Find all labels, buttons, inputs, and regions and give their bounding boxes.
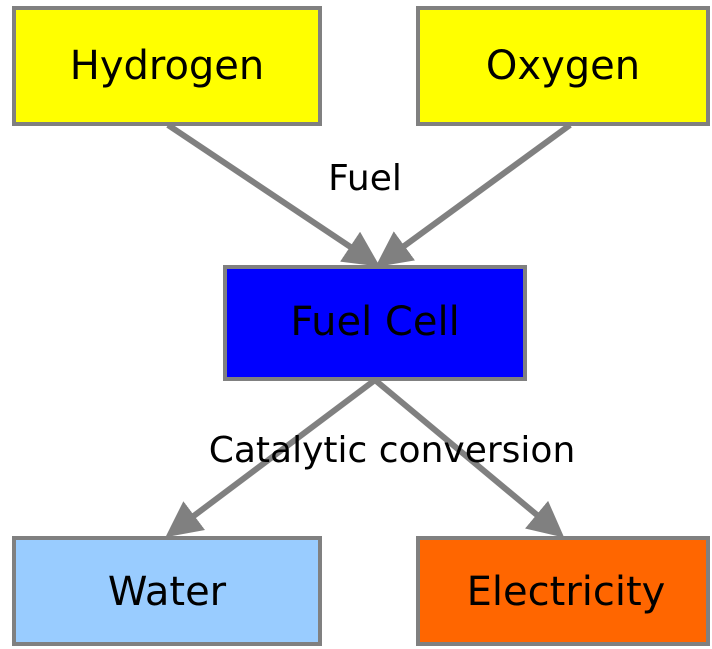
node-label: Water xyxy=(108,569,227,615)
node-box xyxy=(12,6,322,126)
node-label: Fuel Cell xyxy=(290,299,459,345)
node-box xyxy=(416,536,710,646)
node-label: Hydrogen xyxy=(70,43,265,89)
arrow xyxy=(373,377,565,538)
node-label: Oxygen xyxy=(486,43,640,89)
node-label: Electricity xyxy=(467,569,666,615)
node-box xyxy=(12,536,322,646)
edge-label: Catalytic conversion xyxy=(209,430,576,471)
arrow xyxy=(166,122,380,267)
arrow xyxy=(165,377,377,538)
edge-label: Fuel xyxy=(328,158,402,199)
arrow xyxy=(375,122,572,268)
node-box xyxy=(223,265,527,381)
node-box xyxy=(416,6,710,126)
